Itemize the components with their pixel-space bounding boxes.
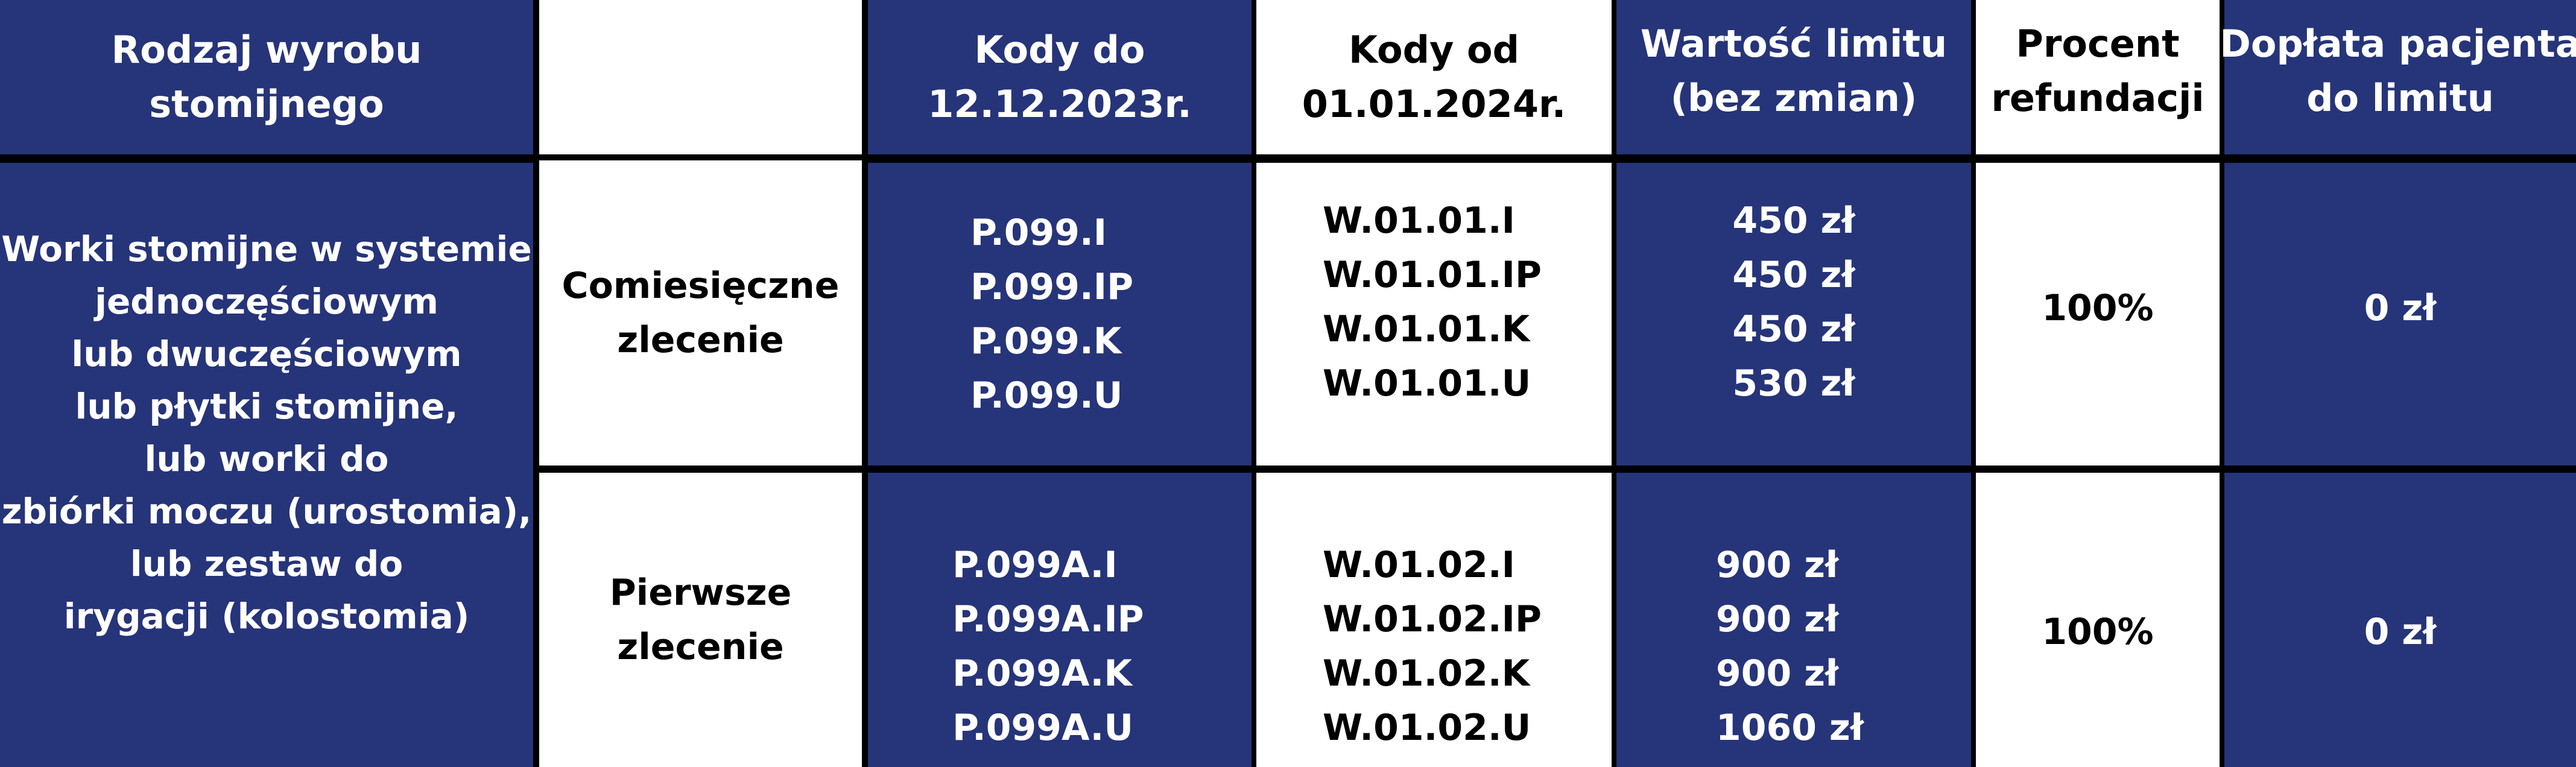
cell-text: P.099A.K [952, 652, 1132, 695]
cell-text: W.01.01.I [1323, 200, 1515, 242]
cell-text: 100% [2042, 611, 2154, 653]
header-text: Procent [2016, 22, 2180, 66]
cell-text: P.099.K [970, 320, 1122, 362]
cell-text: P.099.I [970, 212, 1107, 254]
cell-text: P.099.IP [970, 266, 1134, 308]
cell-text: 100% [2042, 287, 2154, 329]
header-text: 01.01.2024r. [1302, 82, 1566, 126]
cell-text: 900 zł [1716, 652, 1839, 695]
cell-text: W.01.02.K [1323, 652, 1530, 695]
cell-text: P.099A.IP [952, 598, 1144, 640]
header-text: Dopłata pacjenta [2220, 22, 2576, 66]
header-refund-percent: Procent refundacji [1976, 0, 2220, 154]
header-empty [539, 0, 862, 154]
cell-text: 530 zł [1732, 362, 1855, 405]
cell-text: 450 zł [1732, 254, 1855, 296]
row1-new-codes: W.01.01.I W.01.01.IP W.01.01.K W.01.01.U [1256, 163, 1612, 466]
cell-text: 0 zł [2364, 611, 2437, 653]
header-text: (bez zmian) [1670, 75, 1917, 120]
product-text: lub dwuczęściowym [71, 333, 462, 374]
row2-refund: 100% [1976, 473, 2220, 767]
product-text: lub zestaw do [130, 543, 403, 584]
row2-order-type: Pierwsze zlecenie [539, 473, 862, 767]
product-text: zbiórki moczu (urostomia), [1, 491, 532, 532]
header-text: Rodzaj wyrobu [111, 28, 422, 72]
cell-text: W.01.02.I [1323, 544, 1515, 586]
cell-text: 450 zł [1732, 200, 1855, 242]
row1-order-type: Comiesięczne zlecenie [539, 160, 862, 466]
cell-text: P.099.U [970, 374, 1123, 417]
cell-text: 1060 zł [1716, 707, 1864, 749]
cell-text: W.01.01.IP [1323, 254, 1542, 296]
product-description: Worki stomijne w systemie jednoczęściowy… [0, 163, 533, 767]
row2-limits: 900 zł 900 zł 900 zł 1060 zł [1616, 473, 1971, 767]
cell-text: W.01.01.U [1323, 362, 1531, 405]
header-text: Wartość limitu [1640, 22, 1948, 66]
header-text: stomijnego [149, 82, 384, 126]
header-text: Kody od [1349, 28, 1519, 72]
row1-refund: 100% [1976, 163, 2220, 466]
header-text: refundacji [1991, 75, 2204, 120]
header-text: do limitu [2306, 75, 2494, 120]
header-copay: Dopłata pacjenta do limitu [2220, 0, 2576, 154]
product-text: lub płytki stomijne, [75, 386, 458, 427]
cell-text: 450 zł [1732, 308, 1855, 350]
cell-text: 0 zł [2364, 287, 2437, 329]
header-limit-value: Wartość limitu (bez zmian) [1616, 0, 1971, 154]
cell-text: W.01.02.U [1323, 707, 1531, 749]
cell-text: P.099A.U [952, 707, 1134, 749]
header-new-codes: Kody od 01.01.2024r. [1256, 0, 1612, 154]
row2-copay: 0 zł [2224, 473, 2576, 767]
header-old-codes: Kody do 12.12.2023r. [868, 0, 1252, 154]
cell-text: Comiesięczne [562, 265, 840, 307]
cell-text: zlecenie [617, 626, 784, 668]
row2-new-codes: W.01.02.I W.01.02.IP W.01.02.K W.01.02.U [1256, 473, 1612, 767]
row2-old-codes: P.099A.I P.099A.IP P.099A.K P.099A.U [868, 473, 1252, 767]
cell-text: W.01.02.IP [1323, 598, 1542, 640]
product-text: irygacji (kolostomia) [63, 596, 470, 637]
header-text: 12.12.2023r. [928, 82, 1192, 126]
header-text: Kody do [974, 28, 1145, 72]
product-text: lub worki do [144, 438, 389, 479]
row1-old-codes: P.099.I P.099.IP P.099.K P.099.U [868, 163, 1252, 466]
cell-text: P.099A.I [952, 544, 1118, 586]
cell-text: Pierwsze [609, 572, 792, 614]
header-product-type: Rodzaj wyrobu stomijnego [0, 0, 533, 154]
product-text: jednoczęściowym [95, 281, 438, 322]
cell-text: 900 zł [1716, 598, 1839, 640]
row1-copay: 0 zł [2224, 163, 2576, 466]
product-text: Worki stomijne w systemie [1, 229, 532, 270]
cell-text: W.01.01.K [1323, 308, 1530, 350]
row1-limits: 450 zł 450 zł 450 zł 530 zł [1616, 163, 1971, 466]
cell-text: 900 zł [1716, 544, 1839, 586]
cell-text: zlecenie [617, 319, 784, 361]
